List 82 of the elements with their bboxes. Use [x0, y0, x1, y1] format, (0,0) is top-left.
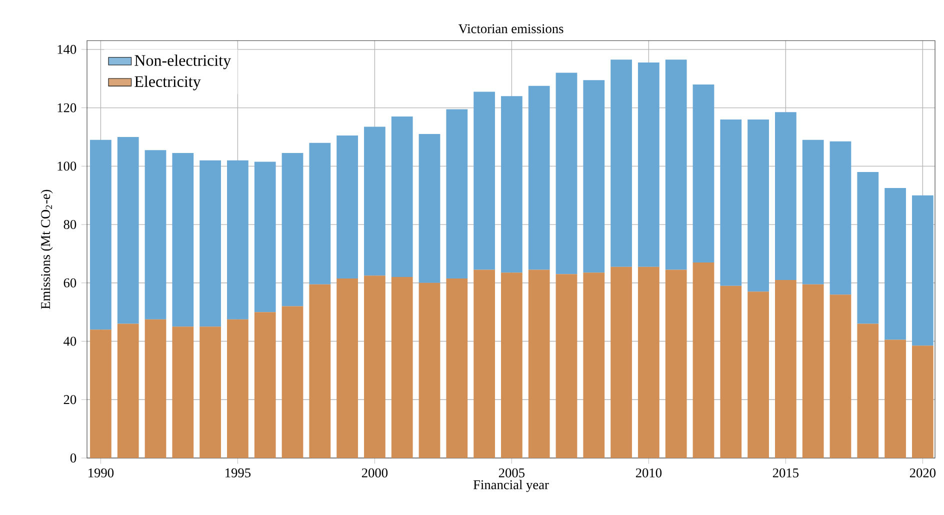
bar [912, 346, 934, 458]
bar [610, 266, 632, 458]
bar [254, 162, 276, 312]
y-tick-label: 100 [58, 162, 76, 171]
bar [720, 286, 742, 458]
bar [172, 153, 194, 327]
bar [857, 324, 879, 458]
y-axis-title: Emissions (Mt CO$_{2}$-e) [40, 190, 53, 310]
bar [556, 72, 578, 274]
bar [282, 306, 304, 458]
bar [884, 188, 906, 340]
bar [227, 319, 248, 458]
bar [446, 278, 468, 458]
bar [830, 141, 852, 295]
bar [775, 280, 796, 458]
bar [336, 278, 358, 458]
bar [857, 172, 879, 324]
bar [748, 119, 769, 292]
bar [364, 126, 386, 276]
bar [748, 292, 769, 458]
x-tick-label: 2000 [362, 468, 388, 478]
bar [665, 270, 687, 458]
x-tick-label: 2010 [636, 468, 662, 478]
legend-label: Electricity [134, 76, 201, 90]
x-tick-label: 2005 [498, 468, 525, 478]
bar [528, 86, 550, 270]
bar [638, 62, 660, 267]
bar [309, 142, 331, 284]
bar [418, 134, 440, 283]
chart-title: Victorian emissions [458, 24, 564, 34]
bar [692, 262, 714, 458]
bar [501, 96, 522, 273]
bar [802, 140, 824, 284]
bar [583, 272, 605, 458]
y-tick-label: 120 [58, 103, 76, 112]
bar [309, 284, 331, 458]
bar [200, 326, 221, 458]
bar [144, 150, 166, 320]
bar [501, 272, 522, 458]
bar [254, 312, 276, 458]
bar [610, 60, 632, 267]
bar [775, 112, 796, 280]
bar [884, 340, 906, 458]
bar [90, 330, 112, 458]
bar [227, 160, 248, 320]
bar [556, 274, 578, 458]
y-tick-label: 0 [70, 454, 76, 462]
y-tick-label: 80 [64, 220, 76, 230]
bar [117, 136, 139, 324]
bar [391, 277, 413, 458]
y-tick-label: 60 [64, 278, 76, 288]
y-tick-label: 140 [58, 44, 76, 54]
y-tick-label: 40 [64, 336, 76, 346]
x-tick-label: 2020 [910, 468, 936, 478]
bar [528, 270, 550, 458]
bar [802, 284, 824, 458]
bar [117, 324, 139, 458]
bar [282, 153, 304, 306]
y-tick-label: 20 [64, 395, 76, 404]
legend-label: Non-electricity [134, 54, 232, 70]
bar [720, 119, 742, 286]
bar [418, 282, 440, 458]
bar [446, 109, 468, 279]
x-tick-label: 1995 [226, 468, 251, 478]
bar [583, 80, 605, 273]
bar [200, 160, 221, 327]
bar [692, 84, 714, 262]
bar [474, 92, 495, 270]
x-tick-label: 1990 [88, 468, 114, 478]
bar [474, 270, 495, 458]
bar [638, 266, 660, 458]
bar [90, 140, 112, 330]
bar [912, 195, 934, 346]
bar [665, 60, 687, 270]
x-axis-title: Financial year [473, 480, 549, 492]
bar [830, 294, 852, 458]
bar [364, 276, 386, 458]
bar [172, 326, 194, 458]
x-tick-label: 2015 [772, 468, 798, 478]
bar [144, 319, 166, 458]
bar [336, 136, 358, 279]
bar [391, 116, 413, 278]
